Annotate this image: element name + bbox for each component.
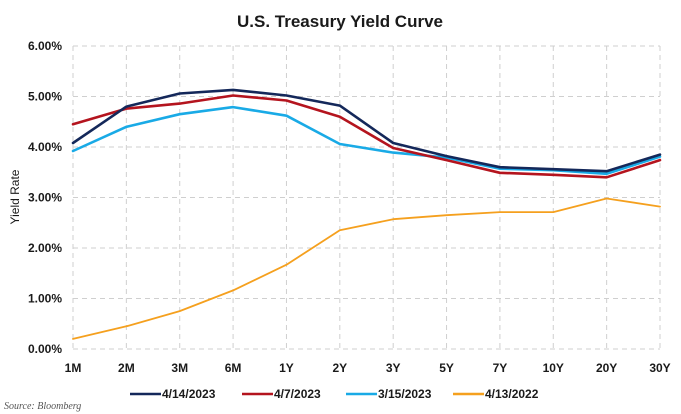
x-tick-label: 2Y [332,361,347,375]
series-line-3-15-2023 [71,105,662,176]
x-tick-label: 10Y [543,361,564,375]
y-tick-label: 5.00% [28,90,62,104]
x-tick-label: 30Y [649,361,670,375]
y-tick-label: 0.00% [28,342,62,356]
series-line-4-14-2023 [71,88,662,173]
chart-title: U.S. Treasury Yield Curve [237,12,443,31]
legend-label: 4/13/2022 [485,387,539,401]
x-tick-label: 3M [171,361,188,375]
grid [72,45,661,350]
series-line-4-13-2022 [72,197,661,340]
legend-label: 4/7/2023 [274,387,321,401]
legend: 4/14/2023 4/7/2023 3/15/2023 4/13/2022 [130,387,539,401]
y-tick-label: 2.00% [28,241,62,255]
y-tick-label: 3.00% [28,191,62,205]
x-tick-label: 1M [65,361,82,375]
y-tick-label: 1.00% [28,292,62,306]
legend-label: 4/14/2023 [162,387,216,401]
x-tick-label: 5Y [439,361,454,375]
series-line-4-7-2023 [71,94,662,179]
legend-item: 3/15/2023 [346,387,432,401]
x-tick-label: 6M [225,361,242,375]
legend-item: 4/7/2023 [242,387,321,401]
y-tick-label: 6.00% [28,39,62,53]
legend-label: 3/15/2023 [378,387,432,401]
x-tick-label: 1Y [279,361,294,375]
y-tick-label: 4.00% [28,140,62,154]
y-axis-label: Yield Rate [8,169,22,224]
legend-item: 4/14/2023 [130,387,216,401]
x-tick-label: 2M [118,361,135,375]
x-axis-ticks: 1M 2M 3M 6M 1Y 2Y 3Y 5Y 7Y 10Y 20Y 30Y [65,361,671,375]
x-tick-label: 3Y [386,361,401,375]
y-axis-ticks: 0.00% 1.00% 2.00% 3.00% 4.00% 5.00% 6.00% [28,39,62,356]
x-tick-label: 20Y [596,361,617,375]
legend-item: 4/13/2022 [453,387,539,401]
x-tick-label: 7Y [493,361,508,375]
series-lines [71,88,662,340]
source-note: Source: Bloomberg [4,401,81,412]
